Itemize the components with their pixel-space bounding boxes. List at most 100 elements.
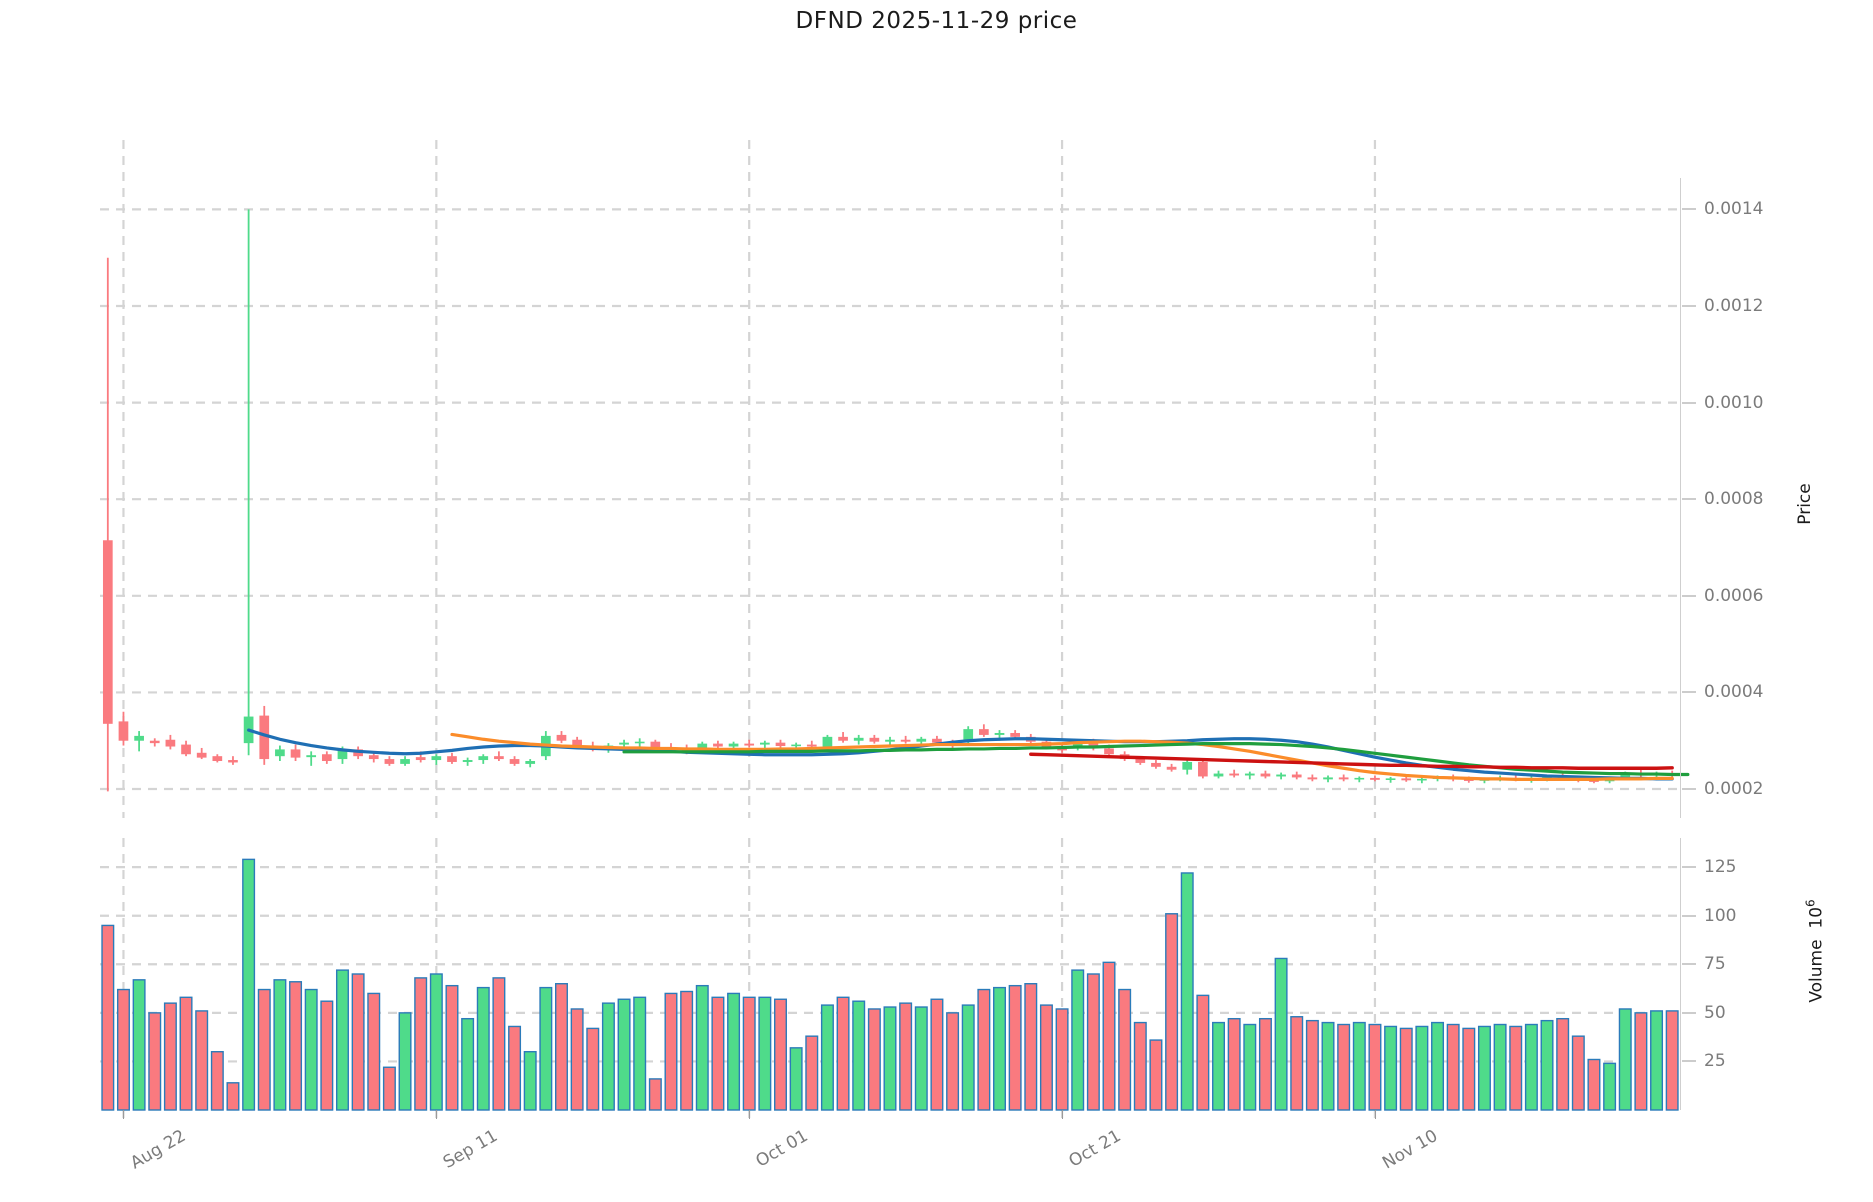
- volume-bar: [1446, 1023, 1460, 1111]
- candlestick: [525, 759, 536, 768]
- candlestick: [306, 751, 317, 766]
- price-tick-label: 0.0014: [1704, 199, 1764, 220]
- volume-bar: [461, 1017, 475, 1111]
- candle-body: [979, 729, 989, 735]
- candlestick: [853, 734, 864, 745]
- volume-bar: [1055, 1008, 1069, 1111]
- volume-bar: [195, 1010, 209, 1111]
- volume-bar: [1196, 994, 1210, 1111]
- volume-bar: [1212, 1021, 1226, 1111]
- volume-bar: [132, 979, 146, 1111]
- volume-tick-mark: [1682, 866, 1696, 868]
- volume-bar: [273, 979, 287, 1111]
- candlestick: [1198, 759, 1208, 779]
- volume-bar: [1384, 1025, 1398, 1111]
- moving-average-overlays: [247, 728, 1690, 781]
- price-tick-label: 0.0004: [1704, 682, 1764, 703]
- volume-bar: [382, 1066, 396, 1111]
- overlay-trend-red: [1029, 752, 1674, 770]
- candlestick: [1323, 775, 1333, 783]
- candlestick: [431, 754, 442, 765]
- volume-bar: [1258, 1017, 1272, 1111]
- volume-bar: [320, 1000, 334, 1111]
- candlestick: [1338, 774, 1349, 782]
- candle-body: [963, 729, 974, 741]
- volume-bar: [1618, 1008, 1632, 1111]
- volume-bar: [852, 1000, 866, 1111]
- price-vgridlines: [122, 140, 1377, 818]
- volume-bar: [304, 988, 318, 1111]
- candlestick: [1307, 774, 1318, 782]
- candlestick: [822, 734, 833, 749]
- price-panel: [100, 140, 1690, 818]
- candle-body: [932, 738, 942, 743]
- volume-bar: [1634, 1012, 1648, 1111]
- candle-body: [1338, 777, 1349, 780]
- volume-bar: [1571, 1035, 1585, 1111]
- price-plot-svg: [100, 140, 1690, 818]
- candlestick: [1213, 770, 1224, 779]
- volume-bar: [1102, 961, 1116, 1111]
- candlestick: [290, 744, 301, 762]
- volume-bar: [867, 1008, 881, 1111]
- candlestick: [1182, 759, 1193, 775]
- volume-bar: [883, 1006, 897, 1111]
- volume-bar: [1665, 1010, 1679, 1111]
- volume-bar: [1587, 1058, 1601, 1111]
- candlestick: [134, 731, 144, 752]
- candle-body: [181, 744, 191, 755]
- volume-bar: [1180, 872, 1194, 1111]
- candle-body: [509, 759, 520, 764]
- candle-body: [431, 756, 442, 761]
- volume-bar: [1321, 1021, 1335, 1111]
- page-title: DFND 2025-11-29 price: [795, 8, 1078, 34]
- volume-bar: [711, 996, 725, 1111]
- volume-bar: [1603, 1062, 1617, 1111]
- volume-bar: [445, 984, 459, 1111]
- candlestick: [181, 740, 191, 757]
- candle-body: [196, 752, 207, 758]
- candle-body: [415, 757, 426, 761]
- candle-body: [1385, 778, 1396, 780]
- price-tick-mark: [1682, 498, 1696, 500]
- price-tick-label: 0.0006: [1704, 585, 1764, 606]
- volume-bar: [1352, 1021, 1366, 1111]
- volume-bar: [1039, 1004, 1053, 1111]
- x-tick-mark: [1374, 1110, 1376, 1119]
- overlay-ma-orange: [450, 732, 1674, 781]
- volume-bar: [899, 1002, 913, 1111]
- volume-panel: [100, 838, 1680, 1118]
- volume-bar: [1368, 1023, 1382, 1111]
- volume-bar: [508, 1025, 522, 1111]
- candlestick: [1244, 771, 1255, 780]
- candlestick: [1276, 772, 1286, 780]
- candlestick: [775, 739, 786, 748]
- volume-bar: [429, 973, 443, 1111]
- candle-body: [447, 756, 457, 762]
- price-tick-mark: [1682, 691, 1696, 693]
- candle-body: [1229, 773, 1240, 776]
- volume-bar: [1650, 1010, 1664, 1111]
- volume-bar: [1540, 1019, 1554, 1111]
- price-tick-label: 0.0012: [1704, 296, 1764, 316]
- volume-bar: [664, 992, 678, 1111]
- volume-bar: [993, 986, 1006, 1111]
- candle-body: [1417, 778, 1427, 781]
- candle-body: [275, 749, 285, 757]
- volume-bar: [116, 988, 130, 1111]
- price-axis-spine: [1680, 178, 1681, 818]
- candle-body: [165, 739, 176, 747]
- candle-body: [400, 759, 410, 764]
- candle-body: [1307, 777, 1318, 780]
- price-tick-mark: [1682, 208, 1696, 210]
- candle-body: [1589, 780, 1599, 782]
- candle-body: [212, 756, 223, 762]
- candlestick: [838, 732, 848, 743]
- volume-bar: [351, 973, 365, 1111]
- volume-axis-spine: [1680, 838, 1681, 1110]
- candle-body: [259, 715, 270, 760]
- candle-body: [619, 742, 629, 745]
- volume-bar: [1337, 1023, 1351, 1111]
- volume-bar: [1227, 1017, 1241, 1111]
